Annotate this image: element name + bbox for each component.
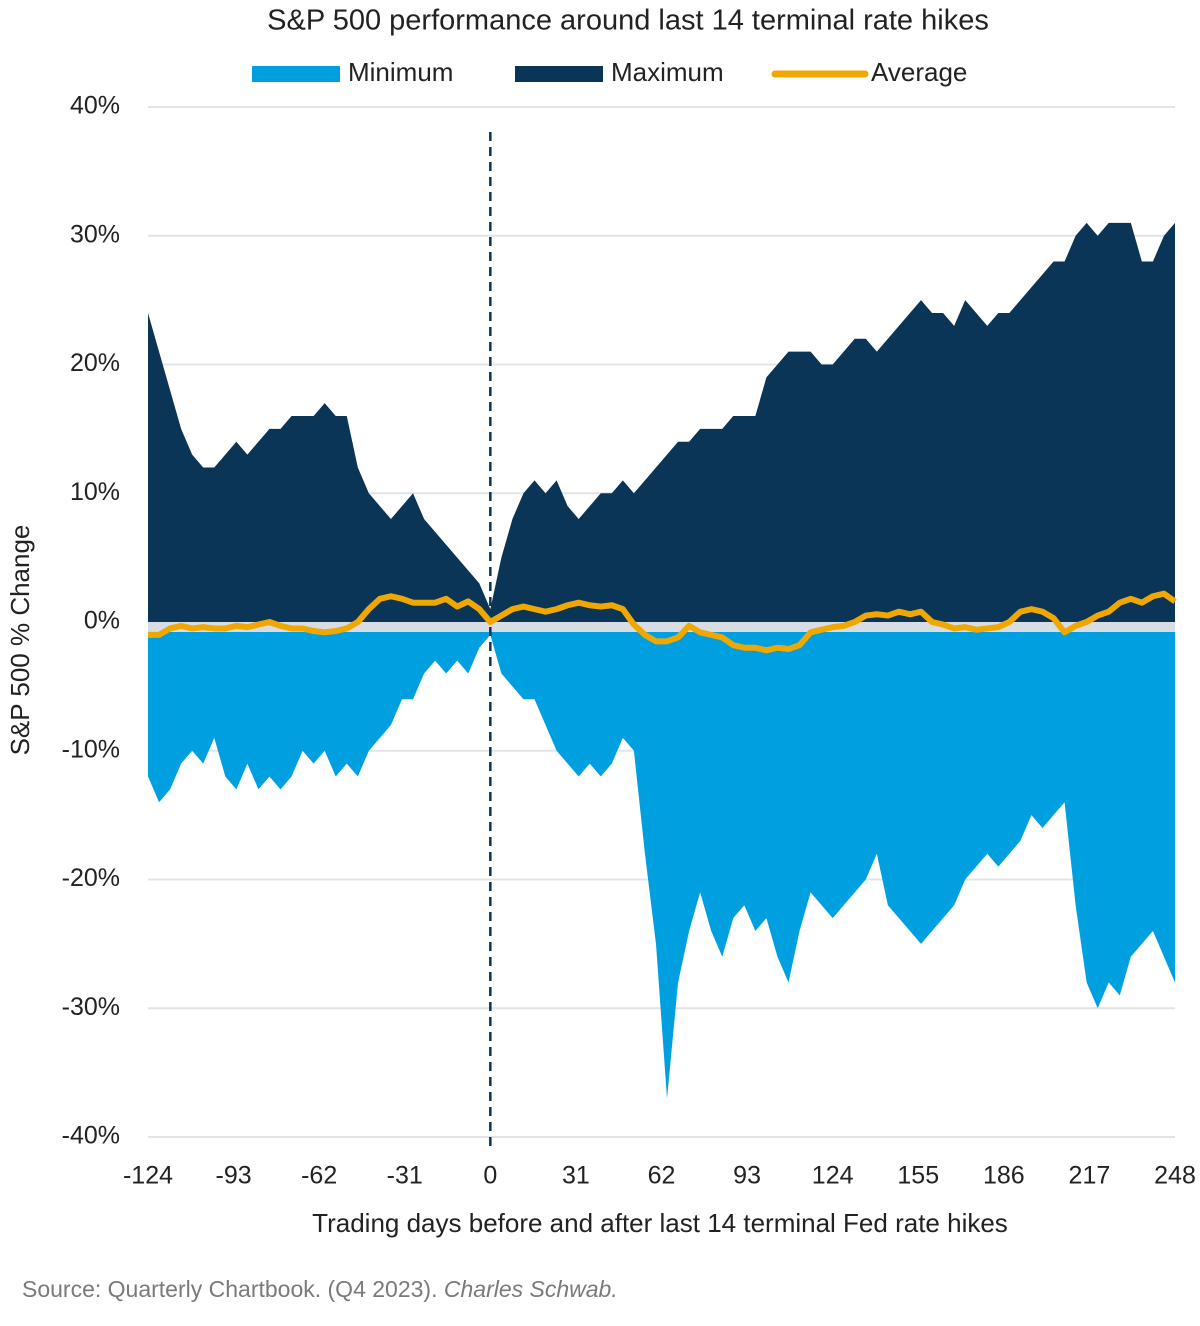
- legend-label: Minimum: [348, 57, 453, 87]
- x-tick-label: 93: [733, 1162, 761, 1190]
- x-tick-label: 31: [562, 1162, 590, 1190]
- y-tick-label: 30%: [70, 220, 120, 248]
- x-tick-label: -62: [301, 1162, 337, 1190]
- y-tick-label: 0%: [84, 607, 120, 635]
- y-tick-label: -10%: [62, 735, 120, 763]
- source: Source: Quarterly Chartbook. (Q4 2023). …: [22, 1276, 618, 1302]
- y-tick-label: -40%: [62, 1122, 120, 1150]
- legend-swatch: [515, 66, 603, 82]
- x-tick-label: 248: [1154, 1162, 1196, 1190]
- legend-swatch: [252, 66, 340, 82]
- x-tick-label: 124: [812, 1162, 854, 1190]
- x-tick-label: 155: [897, 1162, 939, 1190]
- x-tick-label: 0: [483, 1162, 497, 1190]
- legend-label: Maximum: [611, 57, 724, 87]
- x-tick-label: -31: [387, 1162, 423, 1190]
- x-tick-label: -124: [123, 1162, 173, 1190]
- source-text: Source: Quarterly Chartbook. (Q4 2023).: [22, 1276, 437, 1302]
- x-tick-label: -93: [216, 1162, 252, 1190]
- line: [148, 590, 1177, 654]
- x-tick-label: 62: [648, 1162, 676, 1190]
- source-publisher: Charles Schwab.: [444, 1276, 618, 1302]
- y-axis-title: S&P 500 % Change: [5, 525, 35, 756]
- chart-title: S&P 500 performance around last 14 termi…: [267, 5, 989, 37]
- area: [148, 622, 1175, 1099]
- y-tick-label: -20%: [62, 864, 120, 892]
- x-axis-title: Trading days before and after last 14 te…: [312, 1208, 1008, 1238]
- x-tick-label: 217: [1069, 1162, 1111, 1190]
- y-tick-label: -30%: [62, 993, 120, 1021]
- y-tick-label: 40%: [70, 92, 120, 120]
- legend-label: Average: [871, 57, 967, 87]
- y-tick-label: 20%: [70, 349, 120, 377]
- area: [148, 222, 1175, 622]
- x-tick-label: 186: [983, 1162, 1025, 1190]
- y-tick-label: 10%: [70, 478, 120, 506]
